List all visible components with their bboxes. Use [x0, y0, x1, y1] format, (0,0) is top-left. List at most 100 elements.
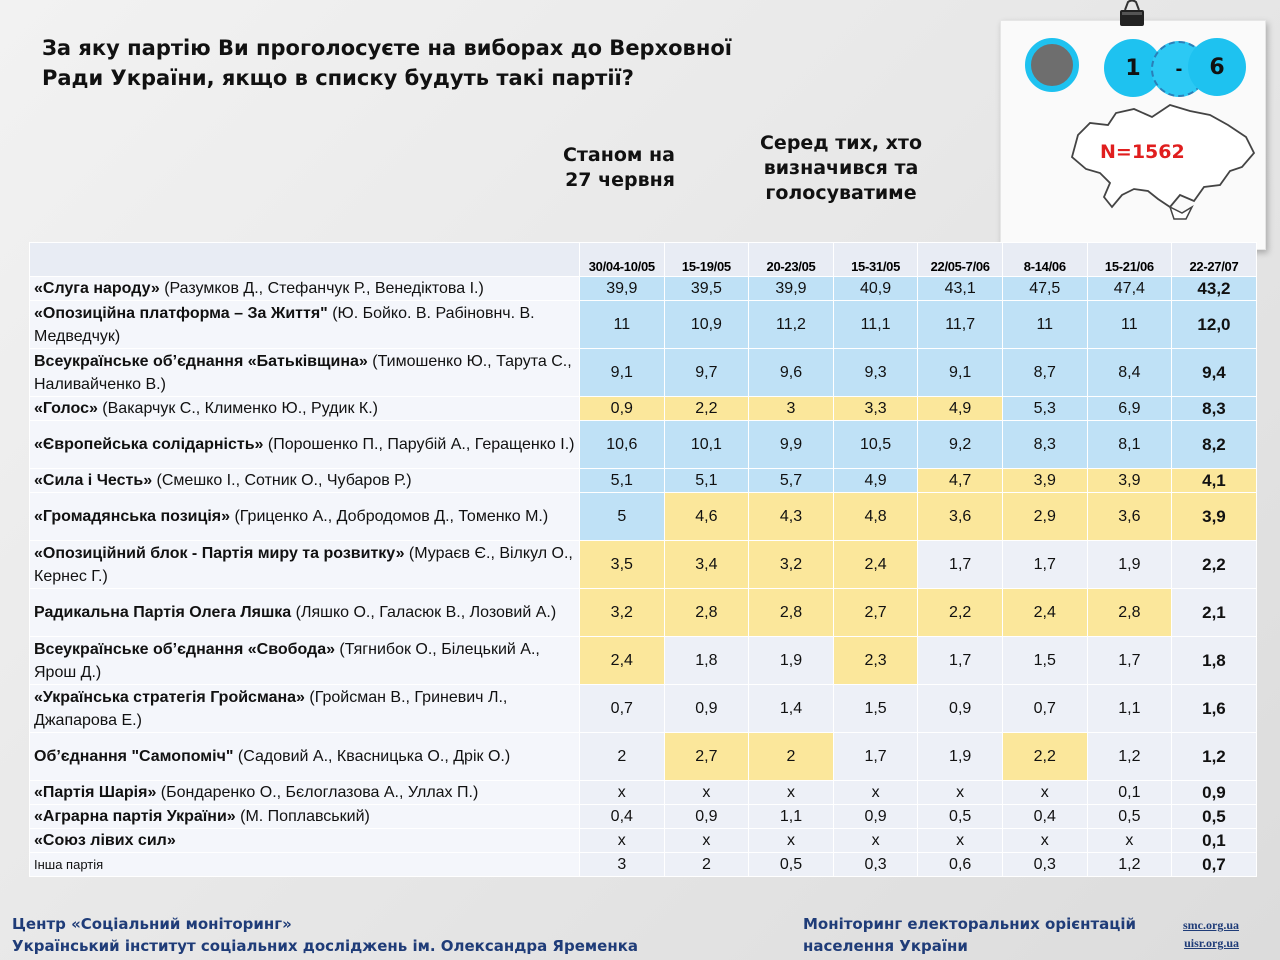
- footer-org-line-1: Центр «Соціальний моніторинг»: [12, 915, 292, 933]
- gray-dot-icon: [1025, 38, 1079, 92]
- link-smc[interactable]: smc.org.ua: [1183, 918, 1239, 932]
- party-name: «Слуга народу»: [34, 280, 160, 297]
- party-leaders: (Ю. Бойко. В. Рабіновнч. В. Медведчук): [34, 304, 535, 345]
- value-cell: 2,4: [579, 636, 665, 685]
- value-cell: 2,4: [832, 540, 919, 589]
- party-cell: Інша партія: [29, 852, 580, 877]
- value-cell: 0,9: [663, 684, 750, 733]
- table-row: «Громадянська позиція» (Гриценко А., Доб…: [29, 492, 1257, 541]
- party-leaders: (Гриценко А., Добродомов Д., Томенко М.): [230, 508, 549, 525]
- value-cell: 2,7: [832, 588, 919, 637]
- subtitle-decided: Серед тих, хто визначився та голосуватим…: [735, 131, 947, 206]
- value-cell: 8,7: [1001, 348, 1088, 397]
- value-cell: 2,8: [663, 588, 750, 637]
- value-cell: 3: [748, 396, 834, 421]
- party-cell: «Громадянська позиція» (Гриценко А., Доб…: [29, 492, 580, 541]
- value-cell: 1,9: [917, 732, 1003, 781]
- party-name: «Опозиційний блок - Партія миру та розви…: [34, 544, 405, 562]
- value-cell: 3,9: [1001, 468, 1088, 493]
- party-cell: «Голос» (Вакарчук С., Клименко Ю., Рудик…: [29, 396, 580, 421]
- table-row: Всеукраїнське об’єднання «Свобода» (Тягн…: [29, 636, 1257, 685]
- party-cell: Радикальна Партія Олега Ляшка (Ляшко О.,…: [29, 588, 580, 637]
- value-cell: 47,5: [1001, 276, 1088, 301]
- table-row: «Сила і Честь» (Смешко І., Сотник О., Чу…: [29, 468, 1257, 493]
- value-cell: 1,7: [832, 732, 919, 781]
- value-cell: 0,5: [748, 852, 834, 877]
- value-cell: 10,9: [663, 300, 750, 349]
- value-cell: 9,3: [832, 348, 919, 397]
- value-cell: 0,7: [1001, 684, 1088, 733]
- table-row: «Слуга народу» (Разумков Д., Стефанчук Р…: [29, 276, 1257, 301]
- title-line-1: За яку партію Ви проголосуєте на виборах…: [42, 36, 732, 60]
- value-cell: 3,9: [1171, 492, 1257, 541]
- header-period: 22-27/07: [1171, 242, 1257, 277]
- header-period: 15-21/06: [1086, 242, 1173, 277]
- value-cell: 1,6: [1171, 684, 1257, 733]
- party-name: «Українська стратегія Гройсмана»: [34, 688, 305, 706]
- value-cell: 0,5: [1086, 804, 1173, 829]
- value-cell: 1,7: [1086, 636, 1173, 685]
- table-row: «Аграрна партія України» (М. Поплавський…: [29, 804, 1257, 829]
- value-cell: 47,4: [1086, 276, 1173, 301]
- party-name: «Голос»: [34, 400, 98, 417]
- value-cell: 8,3: [1171, 396, 1257, 421]
- value-cell: 2: [748, 732, 834, 781]
- value-cell: 9,1: [579, 348, 665, 397]
- value-cell: 0,3: [832, 852, 919, 877]
- party-leaders: (Садовий А., Квасницька О., Дрік О.): [233, 748, 511, 765]
- binder-clip-icon: [1120, 0, 1144, 26]
- table-row: «Опозиційна платформа – За Життя" (Ю. Бо…: [29, 300, 1257, 349]
- party-cell: «Аграрна партія України» (М. Поплавський…: [29, 804, 580, 829]
- value-cell: 11: [579, 300, 665, 349]
- value-cell: 0,9: [663, 804, 750, 829]
- value-cell: 39,9: [748, 276, 834, 301]
- table-header-row: 30/04-10/05 15-19/05 20-23/05 15-31/05 2…: [29, 242, 1257, 277]
- value-cell: х: [1086, 828, 1173, 853]
- value-cell: 5,1: [663, 468, 750, 493]
- party-cell: «Союз лівих сил»: [29, 828, 580, 853]
- value-cell: 4,1: [1171, 468, 1257, 493]
- value-cell: 3,3: [832, 396, 919, 421]
- poll-table: 30/04-10/05 15-19/05 20-23/05 15-31/05 2…: [29, 242, 1257, 877]
- value-cell: 11,2: [748, 300, 834, 349]
- subtitle-decided-line-2: визначився та: [763, 157, 919, 179]
- value-cell: 11: [1001, 300, 1088, 349]
- value-cell: 9,1: [917, 348, 1003, 397]
- party-name: «Аграрна партія України»: [34, 808, 236, 825]
- value-cell: 3,6: [917, 492, 1003, 541]
- party-cell: «Українська стратегія Гройсмана» (Гройсм…: [29, 684, 580, 733]
- value-cell: 1,9: [1086, 540, 1173, 589]
- footer-organization: Центр «Соціальний моніторинг» Українськи…: [12, 913, 772, 957]
- value-cell: 3,4: [663, 540, 750, 589]
- party-name: Радикальна Партія Олега Ляшка: [34, 604, 292, 621]
- value-cell: 1,8: [663, 636, 750, 685]
- value-cell: 8,4: [1086, 348, 1173, 397]
- table-row: «Опозиційний блок - Партія миру та розви…: [29, 540, 1257, 589]
- footer-project-line-1: Моніторинг електоральних орієнтацій: [803, 915, 1137, 933]
- value-cell: 2,8: [748, 588, 834, 637]
- value-cell: х: [663, 828, 750, 853]
- value-cell: х: [1001, 828, 1088, 853]
- value-cell: 2,2: [1001, 732, 1088, 781]
- value-cell: 4,8: [832, 492, 919, 541]
- value-cell: 1,2: [1086, 852, 1173, 877]
- party-cell: «Опозиційна платформа – За Життя" (Ю. Бо…: [29, 300, 580, 349]
- subtitle-decided-line-3: голосуватиме: [765, 182, 917, 204]
- sample-size-label: N=1562: [1100, 141, 1185, 163]
- table-row: Об’єднання "Самопоміч" (Садовий А., Квас…: [29, 732, 1257, 781]
- value-cell: х: [917, 780, 1003, 805]
- link-uisr[interactable]: uisr.org.ua: [1184, 936, 1239, 950]
- table-row: Радикальна Партія Олега Ляшка (Ляшко О.,…: [29, 588, 1257, 637]
- table-row: «Українська стратегія Гройсмана» (Гройсм…: [29, 684, 1257, 733]
- party-leaders: (Разумков Д., Стефанчук Р., Венедіктова …: [159, 280, 484, 297]
- subtitle-decided-line-1: Серед тих, хто: [759, 132, 922, 154]
- party-name: «Громадянська позиція»: [34, 508, 230, 525]
- value-cell: х: [832, 828, 919, 853]
- table-row: «Голос» (Вакарчук С., Клименко Ю., Рудик…: [29, 396, 1257, 421]
- value-cell: 8,1: [1086, 420, 1173, 469]
- value-cell: 4,6: [663, 492, 750, 541]
- value-cell: 0,5: [917, 804, 1003, 829]
- value-cell: 3,6: [1086, 492, 1173, 541]
- party-cell: «Опозиційний блок - Партія миру та розви…: [29, 540, 580, 589]
- value-cell: 10,6: [579, 420, 665, 469]
